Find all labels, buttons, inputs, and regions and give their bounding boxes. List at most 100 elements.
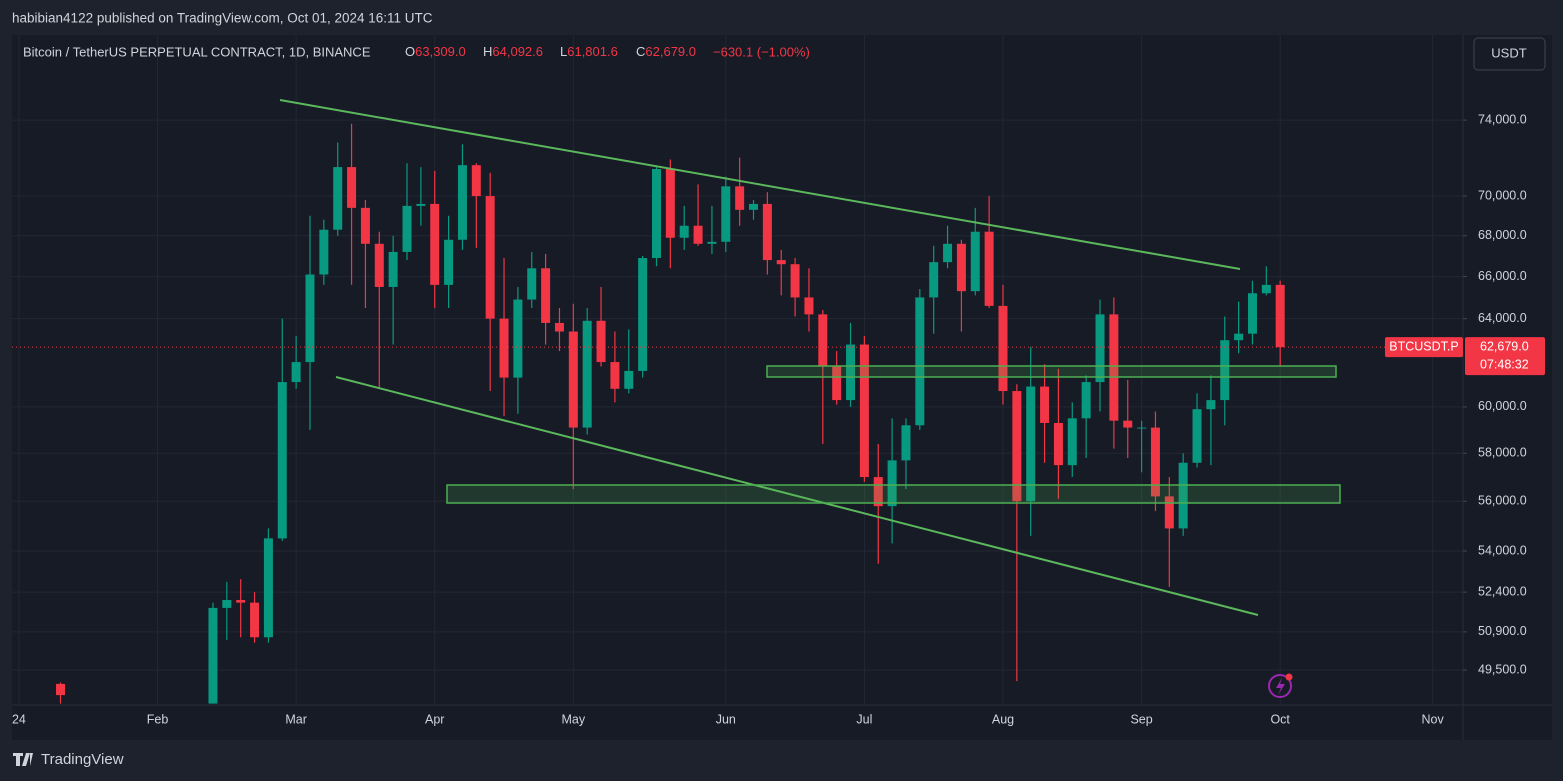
candle-body	[693, 225, 703, 244]
candle-body	[804, 297, 814, 315]
y-tick-label: 60,000.0	[1478, 399, 1527, 413]
candle-body	[541, 268, 551, 323]
candle-body	[943, 243, 953, 263]
ohlc-value: 63,309.0	[415, 44, 466, 59]
candle-body	[970, 231, 980, 292]
x-tick-label: Jul	[856, 712, 872, 726]
candle-body	[846, 344, 856, 401]
candle-body	[624, 370, 634, 389]
candle-body	[1081, 382, 1091, 419]
change: −630.1 (−1.00%)	[713, 44, 810, 59]
candle-body	[499, 318, 509, 378]
candle-body	[402, 205, 412, 252]
candle-body	[56, 683, 66, 696]
price-tag	[1465, 337, 1545, 376]
ohlc-item: C62,679.0	[636, 44, 696, 59]
candle-body	[236, 600, 246, 603]
candle-body	[1040, 386, 1050, 423]
candle-body	[1206, 400, 1216, 410]
x-tick-label: Sep	[1130, 712, 1152, 726]
y-tick-label: 64,000.0	[1478, 311, 1527, 325]
brand-name: TradingView	[41, 751, 124, 768]
candle-body	[360, 207, 370, 244]
candle-body	[1137, 427, 1147, 429]
candle-body	[347, 167, 357, 208]
candle-body	[513, 299, 523, 378]
candle-body	[832, 366, 842, 401]
x-tick-label: Apr	[425, 712, 444, 726]
y-tick-label: 58,000.0	[1478, 446, 1527, 460]
x-tick-label: Mar	[285, 712, 307, 726]
candle-body	[582, 320, 592, 428]
candle-body	[1164, 496, 1174, 529]
published-line: habibian4122 published on TradingView.co…	[12, 11, 433, 26]
x-tick-label: Nov	[1422, 712, 1445, 726]
y-tick-label: 54,000.0	[1478, 543, 1527, 557]
ohlc-item: H64,092.6	[483, 44, 543, 59]
candle-body	[707, 241, 717, 244]
alert-bolt	[1276, 678, 1285, 695]
currency-button[interactable]	[1473, 37, 1546, 71]
demand-zone	[446, 484, 1341, 504]
candle-body	[388, 251, 398, 287]
candle-body	[430, 203, 440, 285]
candle-body	[998, 305, 1008, 392]
candle-body	[208, 607, 218, 704]
candle-body	[527, 268, 537, 300]
x-tick-label: Oct	[1270, 712, 1290, 726]
ohlc-value: 62,679.0	[645, 44, 696, 59]
candle-body	[485, 196, 495, 319]
ohlc-value: 61,801.6	[567, 44, 618, 59]
candle-body	[471, 165, 481, 197]
ohlc-item: L61,801.6	[560, 44, 618, 59]
candle-body	[291, 362, 301, 383]
lower-trendline	[335, 376, 1259, 616]
candle-body	[735, 186, 745, 210]
ohlc-value: 64,092.6	[492, 44, 543, 59]
candle-body	[1192, 409, 1202, 463]
price-tag-label: 62,679.0	[1480, 339, 1529, 353]
x-tick-label: Feb	[147, 712, 169, 726]
candle-body	[1123, 420, 1133, 428]
ohlc-key: L	[560, 44, 567, 59]
candle-body	[887, 460, 897, 507]
candle-body	[1053, 422, 1063, 466]
candle-body	[416, 203, 426, 206]
x-tick-label: Jun	[716, 712, 736, 726]
candle-body	[1220, 340, 1230, 401]
candle-body	[1261, 284, 1271, 294]
ohlc-key: C	[636, 44, 645, 59]
candle-body	[457, 165, 467, 240]
alert-circle	[1268, 674, 1292, 698]
candle-body	[1247, 293, 1257, 334]
candle-body	[1109, 314, 1119, 421]
candle-body	[1234, 333, 1244, 341]
y-tick-label: 56,000.0	[1478, 494, 1527, 508]
y-tick-label: 52,400.0	[1478, 584, 1527, 598]
candle-body	[610, 362, 620, 389]
candle-body	[859, 344, 869, 478]
candle-body	[929, 262, 939, 298]
alert-icon[interactable]	[1268, 673, 1293, 698]
candle-body	[250, 602, 260, 638]
brand-logo	[13, 753, 33, 766]
drawings	[279, 99, 1341, 616]
candle-body	[596, 320, 606, 363]
alert-dot	[1285, 673, 1293, 681]
candle-body	[333, 167, 343, 230]
x-tick-label: 24	[12, 712, 26, 726]
candle-body	[915, 297, 925, 426]
candle-body	[1026, 386, 1036, 502]
candle-body	[277, 382, 287, 539]
currency-label: USDT	[1491, 45, 1526, 60]
candle-body	[1095, 314, 1105, 383]
candle-body	[638, 258, 648, 371]
plot	[56, 123, 1285, 704]
candle-body	[665, 169, 675, 238]
x-tick-label: May	[562, 712, 586, 726]
candle-body	[1012, 391, 1022, 502]
candle-body	[721, 186, 731, 242]
y-tick-label: 50,900.0	[1478, 624, 1527, 638]
ohlc-key: H	[483, 44, 492, 59]
